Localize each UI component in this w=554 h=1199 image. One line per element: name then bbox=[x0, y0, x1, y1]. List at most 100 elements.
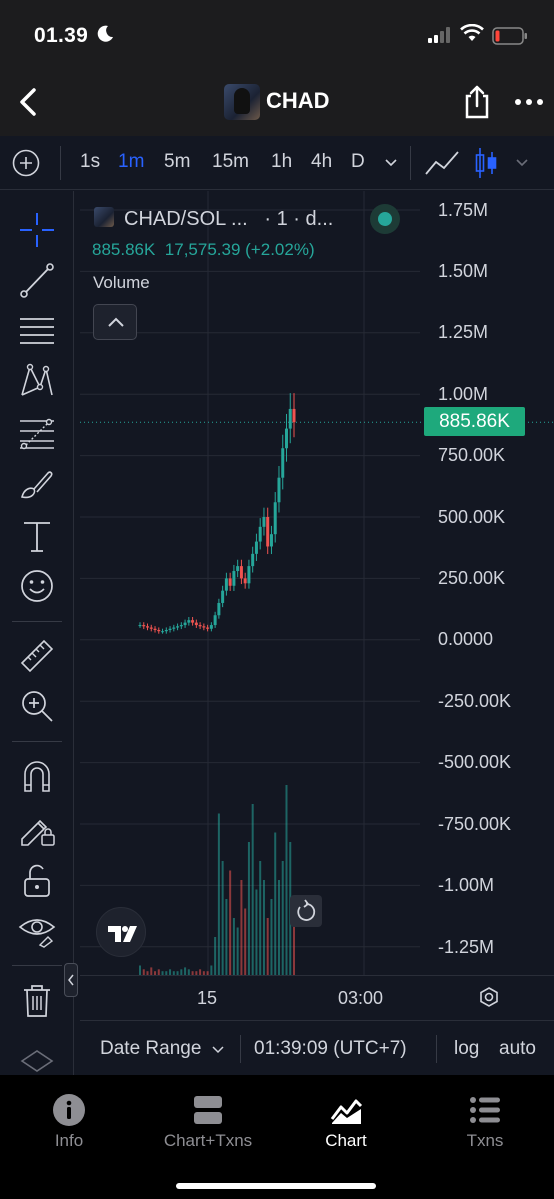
auto-scale-toggle[interactable]: auto bbox=[499, 1038, 536, 1059]
volume-bar bbox=[169, 969, 172, 975]
trend-line-icon[interactable] bbox=[18, 261, 56, 299]
tab-txns[interactable]: Txns bbox=[416, 1075, 554, 1165]
candle-body bbox=[168, 628, 172, 630]
volume-bar bbox=[217, 813, 220, 975]
y-axis-tick-label: 250.00K bbox=[438, 568, 506, 588]
tab-info[interactable]: Info bbox=[0, 1075, 138, 1165]
legend-token-avatar bbox=[94, 207, 114, 227]
market-status-indicator[interactable] bbox=[370, 204, 400, 234]
y-axis-tick-label: -500.00K bbox=[438, 752, 512, 772]
toolbar-divider bbox=[60, 146, 61, 180]
tradingview-logo[interactable] bbox=[96, 907, 146, 957]
candle-body bbox=[232, 571, 236, 586]
reset-chart-button[interactable] bbox=[290, 895, 322, 927]
chart-settings-icon[interactable] bbox=[478, 986, 500, 1008]
volume-bar bbox=[285, 785, 288, 975]
volume-bar bbox=[281, 861, 284, 975]
emoji-icon[interactable] bbox=[18, 567, 56, 605]
more-options-icon[interactable] bbox=[514, 98, 544, 106]
volume-bar bbox=[180, 969, 183, 975]
volume-bar bbox=[236, 927, 239, 975]
unlock-icon[interactable] bbox=[18, 861, 56, 899]
chart-type-dropdown-chevron-icon[interactable] bbox=[515, 158, 529, 168]
volume-bar bbox=[232, 918, 235, 975]
fib-retracement-icon[interactable] bbox=[18, 413, 56, 451]
add-symbol-icon[interactable] bbox=[12, 149, 40, 177]
time-axis[interactable]: 15 03:00 bbox=[80, 975, 554, 1020]
volume-bar bbox=[266, 918, 269, 975]
volume-bar bbox=[244, 908, 247, 975]
candle-body bbox=[228, 578, 232, 586]
back-chevron-icon[interactable] bbox=[16, 86, 42, 118]
cellular-signal-icon bbox=[428, 27, 450, 43]
legend-symbol-title[interactable]: CHAD/SOL ... · 1 · d... bbox=[124, 208, 334, 230]
candle-body bbox=[187, 620, 191, 623]
volume-bar bbox=[172, 971, 175, 975]
layers-icon[interactable] bbox=[18, 1047, 56, 1075]
candle-body bbox=[269, 534, 273, 547]
candle-body bbox=[138, 625, 142, 627]
chevron-up-icon bbox=[108, 317, 124, 327]
drawing-toolbar bbox=[0, 191, 74, 1075]
wifi-icon bbox=[460, 24, 484, 41]
tab-chart[interactable]: Chart bbox=[277, 1075, 415, 1165]
volume-indicator-label[interactable]: Volume bbox=[93, 273, 150, 292]
chart-area[interactable] bbox=[80, 191, 554, 975]
candle-body bbox=[236, 566, 240, 572]
candle-body bbox=[281, 448, 285, 478]
status-bar: 01.39 bbox=[0, 0, 554, 70]
lock-drawings-pencil-icon[interactable] bbox=[18, 809, 56, 847]
candle-body bbox=[254, 541, 258, 554]
candle-body bbox=[149, 627, 153, 629]
candle-body bbox=[247, 566, 251, 584]
volume-bar bbox=[184, 967, 187, 975]
info-icon bbox=[53, 1094, 85, 1126]
x-axis-tick-label: 03:00 bbox=[338, 988, 384, 1008]
timeframe-1h[interactable]: 1h bbox=[271, 151, 293, 172]
candle-body bbox=[288, 408, 292, 429]
timeframe-1m[interactable]: 1m bbox=[118, 151, 145, 172]
timeframe-toolbar: 1s 1m 5m 15m 1h 4h D bbox=[0, 136, 554, 190]
zoom-in-icon[interactable] bbox=[18, 687, 56, 725]
candle-body bbox=[179, 625, 183, 627]
volume-bar bbox=[251, 804, 254, 975]
pattern-tool-icon[interactable] bbox=[18, 361, 56, 399]
toolbar-divider bbox=[12, 965, 62, 966]
candle-body bbox=[284, 428, 288, 449]
volume-bar bbox=[146, 971, 149, 975]
ruler-icon[interactable] bbox=[18, 637, 56, 675]
text-tool-icon[interactable] bbox=[18, 517, 56, 555]
candle-body bbox=[243, 578, 247, 584]
timeframe-4h[interactable]: 4h bbox=[311, 151, 333, 172]
brush-icon[interactable] bbox=[18, 465, 56, 503]
share-icon[interactable] bbox=[462, 84, 492, 120]
volume-bar bbox=[157, 969, 160, 975]
candlestick-chart-type-icon[interactable] bbox=[474, 146, 498, 180]
trash-icon[interactable] bbox=[18, 981, 56, 1019]
toolbar-collapse-handle[interactable] bbox=[64, 963, 78, 997]
split-view-icon bbox=[194, 1096, 222, 1124]
timeframe-d[interactable]: D bbox=[351, 151, 365, 172]
volume-bar bbox=[293, 899, 295, 975]
candle-body bbox=[146, 626, 150, 628]
timeframe-1s[interactable]: 1s bbox=[80, 151, 101, 172]
candle-body bbox=[258, 526, 262, 542]
timeframe-5m[interactable]: 5m bbox=[164, 151, 191, 172]
timeframe-15m[interactable]: 15m bbox=[212, 151, 249, 172]
timeframe-dropdown-chevron-icon[interactable] bbox=[384, 158, 398, 168]
home-indicator bbox=[176, 1183, 376, 1189]
magnet-icon[interactable] bbox=[18, 757, 56, 795]
log-scale-toggle[interactable]: log bbox=[454, 1038, 480, 1059]
tab-chart-txns[interactable]: Chart+Txns bbox=[139, 1075, 277, 1165]
line-chart-type-icon[interactable] bbox=[424, 148, 460, 178]
price-chart[interactable] bbox=[80, 191, 554, 975]
crosshair-icon[interactable] bbox=[18, 211, 56, 249]
collapse-legend-button[interactable] bbox=[93, 304, 137, 340]
candle-body bbox=[239, 566, 243, 579]
date-range-selector[interactable]: Date Range bbox=[100, 1038, 224, 1060]
visibility-eye-icon[interactable] bbox=[18, 911, 56, 949]
horizontal-lines-icon[interactable] bbox=[18, 311, 56, 349]
volume-bar bbox=[210, 965, 213, 975]
timezone-clock[interactable]: 01:39:09 (UTC+7) bbox=[254, 1038, 407, 1059]
volume-bar bbox=[161, 971, 164, 975]
